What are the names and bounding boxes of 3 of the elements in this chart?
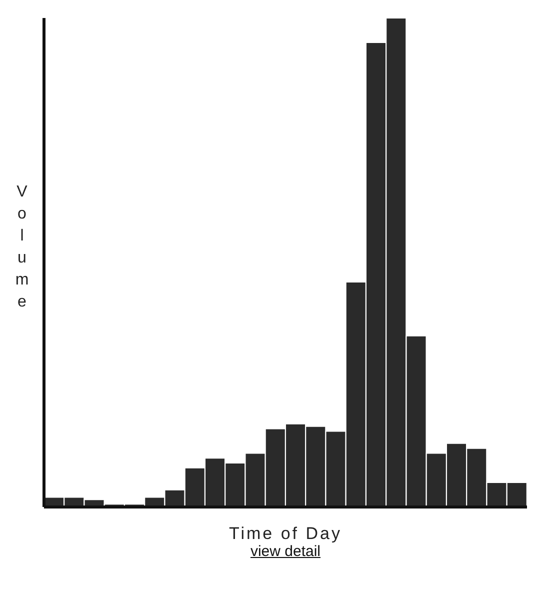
y-axis-title: Volume [15,184,29,310]
text: view detail [249,543,322,560]
x-axis-title: Time of Day [228,524,342,543]
